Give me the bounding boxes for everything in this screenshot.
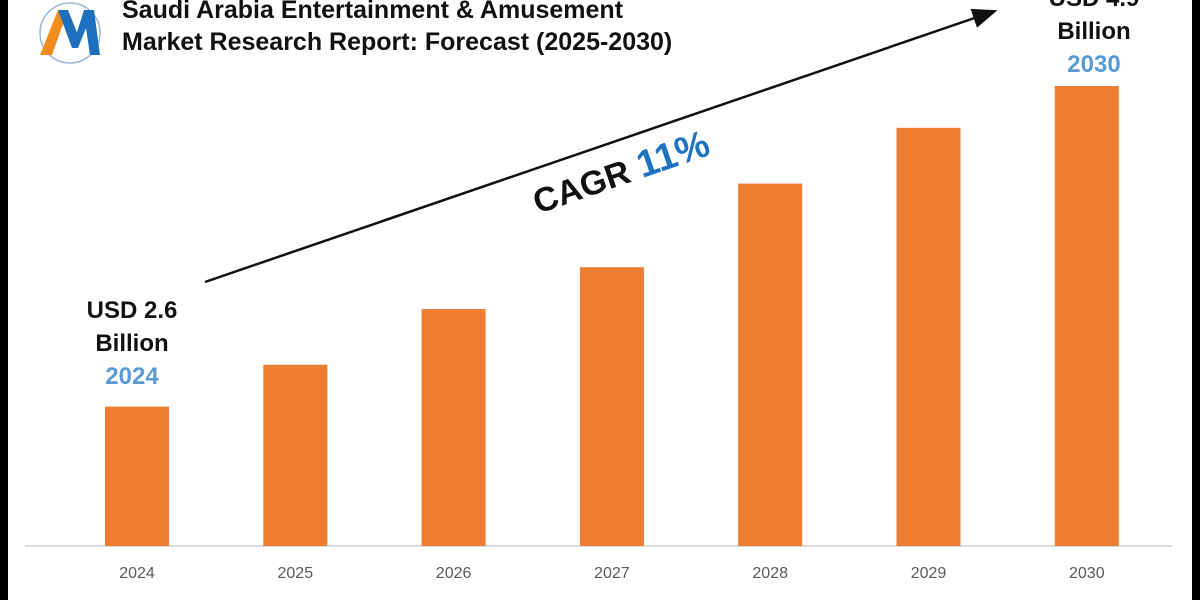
x-tick-label: 2027 [594,565,630,582]
x-tick-label: 2024 [119,565,155,582]
start-unit: Billion [95,330,169,357]
logo [39,2,101,64]
right-border [1192,0,1200,600]
bar-2025 [263,364,328,546]
x-tick-label: 2029 [911,565,947,582]
left-border [0,0,8,600]
bar-2030 [1054,86,1119,546]
cagr-label: CAGR11% [527,123,715,223]
end-unit: Billion [1057,18,1131,45]
end-annotation: USD 4.9 Billion 2030 [1024,0,1164,81]
chart-title: Saudi Arabia Entertainment & Amusement M… [122,0,672,58]
x-tick-label: 2028 [752,565,788,582]
end-year: 2030 [1067,51,1121,78]
bar-2024 [105,406,169,546]
bar-2027 [579,267,644,546]
x-tick-label: 2026 [436,565,472,582]
bar-2028 [738,183,803,547]
end-value: USD 4.9 [1024,0,1164,15]
start-value: USD 2.6 [86,297,178,324]
start-annotation: USD 2.6 Billion 2024 [62,294,202,393]
cagr-prefix: CAGR [528,153,635,222]
growth-arrow [204,8,998,284]
x-tick-label: 2030 [1069,565,1105,582]
title-line-2: Market Research Report: Forecast (2025-2… [122,28,673,56]
bar-2029 [896,127,961,547]
bar-2026 [421,309,486,546]
title-line-1: Saudi Arabia Entertainment & Amusement [122,0,624,24]
x-tick-label: 2025 [278,565,314,582]
start-year: 2024 [105,363,159,390]
